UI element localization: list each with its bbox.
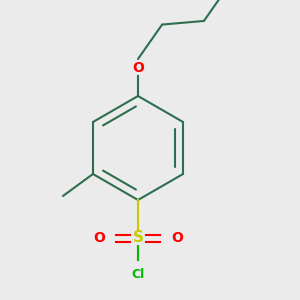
Text: S: S	[133, 230, 143, 245]
Text: Cl: Cl	[131, 268, 145, 281]
Text: O: O	[93, 231, 105, 245]
Text: O: O	[171, 231, 183, 245]
Text: O: O	[132, 61, 144, 75]
